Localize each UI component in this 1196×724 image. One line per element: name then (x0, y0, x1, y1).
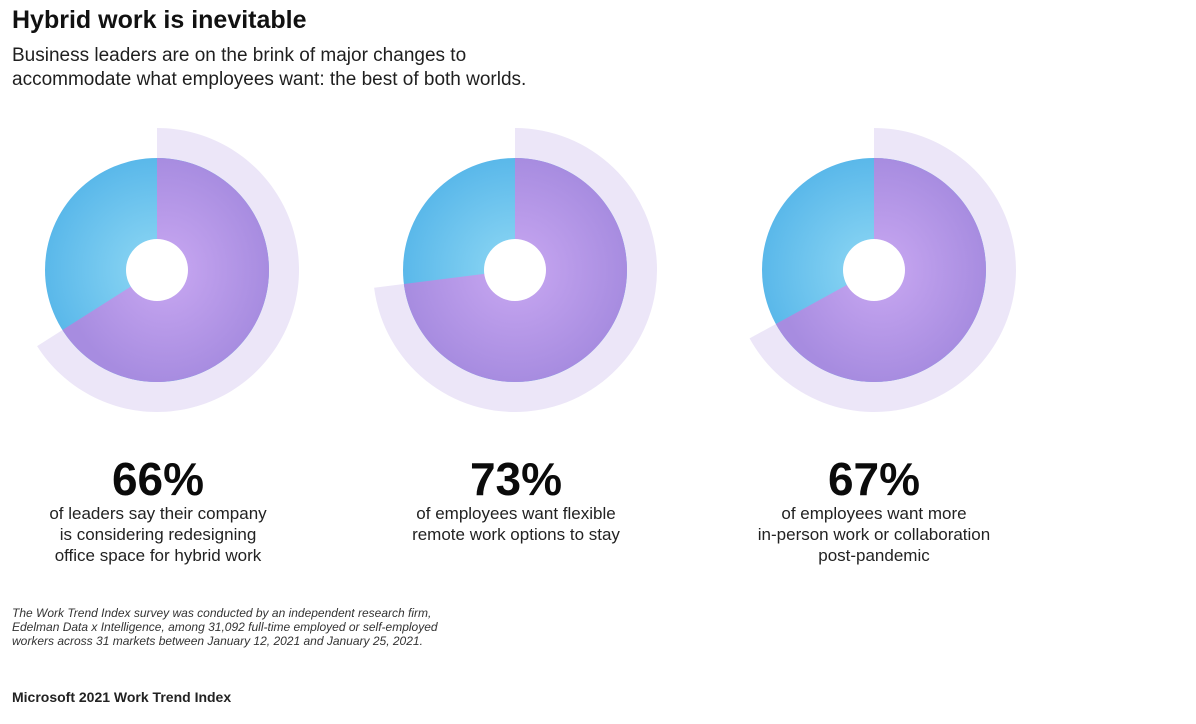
source-label: Microsoft 2021 Work Trend Index (12, 689, 232, 705)
stat-description-remote: of employees want flexible remote work o… (356, 503, 676, 545)
stat-description-in-person: of employees want more in-person work or… (714, 503, 1034, 566)
subtitle-line: Business leaders are on the brink of maj… (12, 45, 467, 66)
stat-value-remote: 73% (469, 453, 563, 505)
stat-value-leaders: 66% (111, 453, 205, 505)
page-subtitle: Business leaders are on the brink of maj… (12, 44, 692, 92)
donut-chart-leaders (37, 128, 300, 412)
description-line: in-person work or collaboration (757, 525, 991, 544)
footnote-line: workers across 31 markets between Januar… (12, 634, 423, 648)
description-line: is considering redesigning (59, 525, 257, 544)
donut-chart-in-person (749, 128, 1016, 412)
subtitle-line: accommodate what employees want: the bes… (12, 69, 527, 90)
description-line: remote work options to stay (412, 525, 620, 544)
footnote-line: The Work Trend Index survey was conducte… (12, 606, 432, 620)
stat-value-in-person: 67% (827, 453, 921, 505)
survey-footnote: The Work Trend Index survey was conducte… (12, 606, 652, 648)
donut-hole (126, 239, 188, 301)
description-line: of employees want flexible (416, 504, 616, 523)
stat-description-leaders: of leaders say their company is consider… (0, 503, 318, 566)
page-title: Hybrid work is inevitable (12, 6, 307, 34)
footnote-line: Edelman Data x Intelligence, among 31,09… (12, 620, 438, 634)
description-line: post-pandemic (818, 546, 930, 565)
donut-hole (843, 239, 905, 301)
description-line: of leaders say their company (49, 504, 267, 523)
donut-chart-remote (374, 128, 657, 412)
description-line: office space for hybrid work (54, 546, 262, 565)
description-line: of employees want more (781, 504, 967, 523)
donut-hole (484, 239, 546, 301)
